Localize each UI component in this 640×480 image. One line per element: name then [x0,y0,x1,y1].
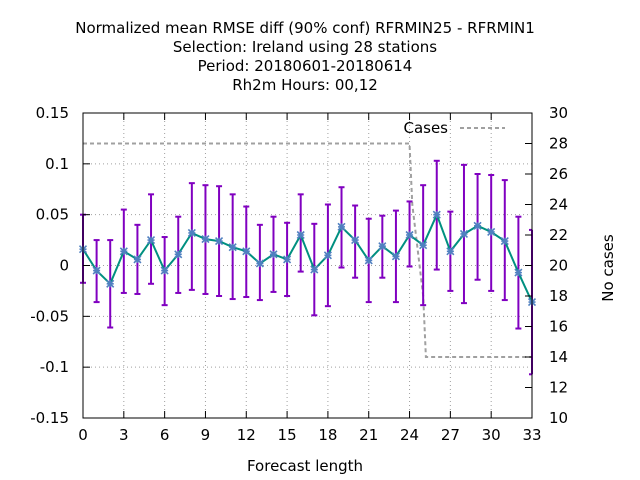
data-point [500,237,509,246]
x-tick-label: 24 [400,426,419,444]
data-point [351,236,360,245]
y2-tick-label: 18 [549,287,568,305]
data-point [459,229,469,239]
y2-tick-label: 16 [549,318,568,336]
y-tick-label: 0 [59,257,69,275]
x-tick-label: 9 [201,426,211,444]
data-point [419,241,428,250]
x-tick-label: 6 [160,426,170,444]
data-point [446,247,455,256]
data-point [228,243,237,252]
data-point [310,265,319,274]
data-point [432,210,441,219]
data-point [391,252,401,261]
data-point [514,268,523,277]
y-tick-label: 0.15 [36,104,69,122]
y2-tick-label: 26 [549,165,568,183]
title-line: Rh2m Hours: 00,12 [232,76,378,94]
x-tick-label: 15 [278,426,297,444]
legend-label-cases: Cases [403,119,448,137]
rmse-diff-series [78,210,537,307]
data-point [364,256,373,265]
data-point [405,230,414,240]
y2-tick-label: 12 [549,379,568,397]
data-point [296,230,305,240]
title-line: Normalized mean RMSE diff (90% conf) RFR… [75,19,535,37]
y-tick-label: -0.05 [30,307,69,325]
data-point [201,235,210,244]
data-point [323,251,332,260]
data-point [242,247,251,256]
data-point [378,242,387,251]
y-tick-label: -0.1 [40,358,69,376]
data-point [255,259,264,268]
data-point [106,279,115,288]
error-bars [80,159,533,376]
data-point [214,237,224,246]
y2-tick-label: 20 [549,257,568,275]
title-line: Selection: Ireland using 28 stations [173,38,437,56]
axis-ticks: 0 3 6 9 12 15 18 21 24 27 30 33 -0.15 -0.1 -0.05 0 0.05 0… [30,104,568,444]
data-point [133,255,142,264]
data-point [283,255,292,264]
y2-axis-label: No cases [599,234,617,302]
y-tick-label: -0.15 [30,409,69,427]
data-point [269,250,278,259]
x-tick-label: 21 [359,426,378,444]
data-point [174,250,183,259]
y2-tick-label: 22 [549,226,568,244]
rmse-diff-line [82,212,533,303]
data-point [487,227,496,237]
x-tick-label: 27 [441,426,460,444]
legend: Cases [403,119,505,137]
y2-tick-label: 28 [549,135,568,153]
data-point [119,247,128,256]
chart-title: Normalized mean RMSE diff (90% conf) RFR… [75,19,535,94]
data-point [160,266,169,275]
data-point [473,221,482,230]
title-line: Period: 20180601-20180614 [198,57,413,75]
y-tick-label: 0.05 [36,206,69,224]
x-tick-label: 18 [318,426,337,444]
data-point [337,222,346,231]
y-tick-label: 0.1 [45,155,69,173]
x-tick-label: 33 [522,426,541,444]
y2-tick-label: 14 [549,348,568,366]
y2-tick-label: 10 [549,409,568,427]
x-tick-label: 30 [482,426,501,444]
y2-tick-label: 30 [549,104,568,122]
x-axis-label: Forecast length [247,457,363,475]
data-point [146,236,156,245]
x-tick-label: 3 [119,426,129,444]
x-tick-label: 12 [237,426,256,444]
x-tick-label: 0 [78,426,88,444]
data-point [187,228,196,238]
y2-tick-label: 24 [549,196,568,214]
data-point [92,266,101,275]
